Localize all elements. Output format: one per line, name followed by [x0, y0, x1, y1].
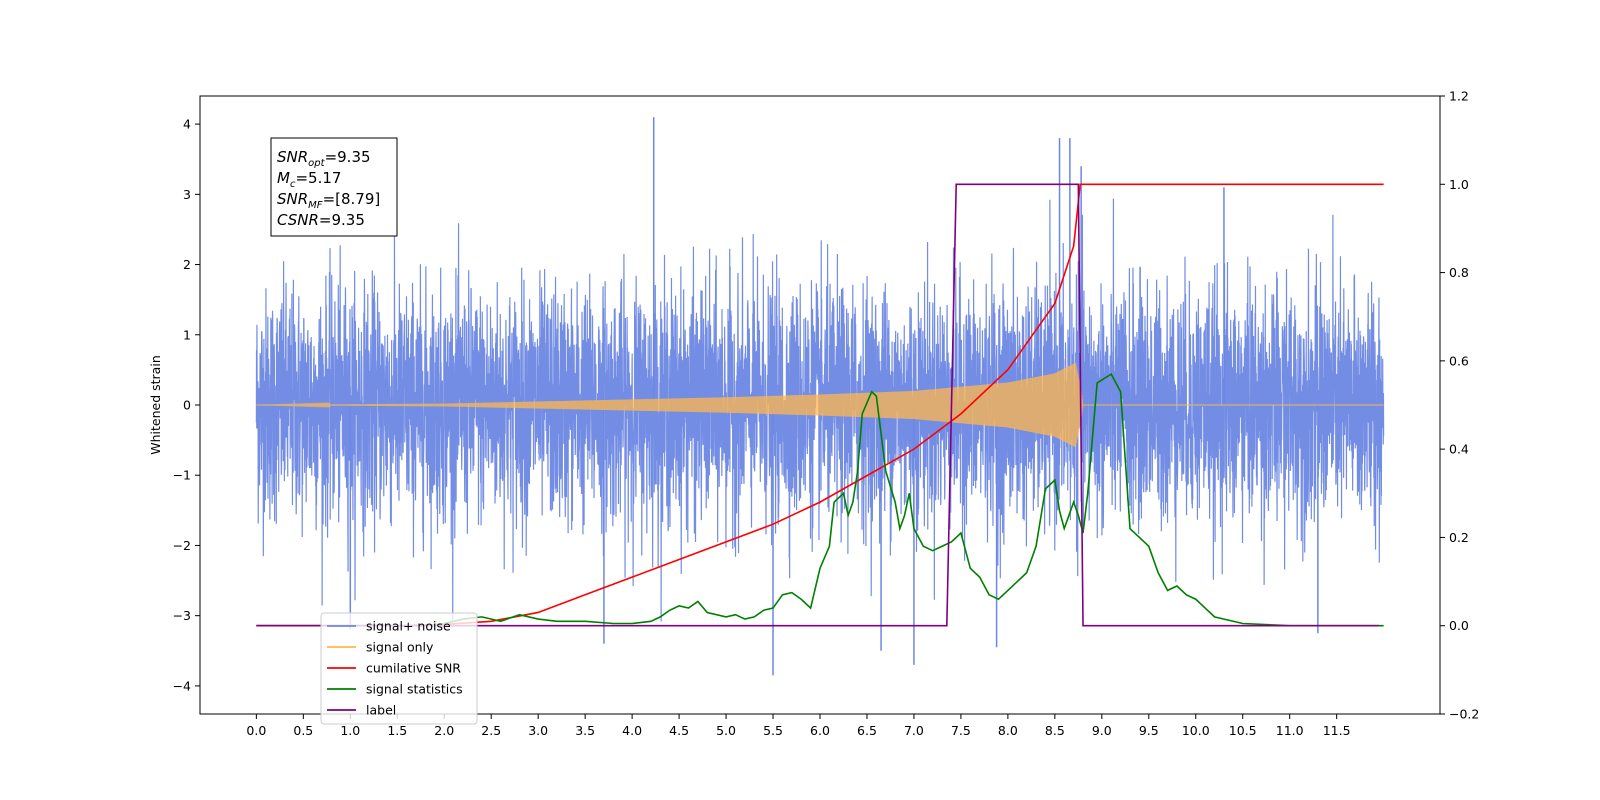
y2-tick-label: 0.2	[1449, 530, 1469, 545]
series-signal-statistics	[256, 372, 1384, 627]
y-tick-label: 0	[183, 398, 191, 413]
series-label	[256, 183, 1379, 627]
x-tick-label: 9.0	[1092, 723, 1112, 738]
y2-tick-label: 0.6	[1449, 353, 1469, 368]
y2-tick-label: −0.2	[1449, 707, 1479, 722]
x-tick-label: 3.5	[575, 723, 595, 738]
series-signal-plus-noise	[255, 117, 1385, 676]
plot-area	[255, 117, 1385, 676]
signal-noise-line	[255, 198, 1385, 623]
x-tick-label: 11.5	[1323, 723, 1351, 738]
info-box-frame	[270, 137, 398, 237]
x-tick-label: 7.5	[951, 723, 971, 738]
y-tick-label: 2	[183, 257, 191, 272]
legend: signal+ noise signal only cumilative SNR si…	[320, 612, 478, 725]
y2-tick-label: 1.0	[1449, 177, 1469, 192]
legend-label: signal+ noise	[366, 619, 451, 634]
x-tick-label: 9.5	[1139, 723, 1159, 738]
y-tick-label: −3	[173, 608, 191, 623]
legend-label: label	[366, 703, 396, 718]
x-tick-label: 0.5	[293, 723, 313, 738]
y-tick-label: −4	[173, 678, 191, 693]
legend-label: cumilative SNR	[366, 661, 461, 676]
y2-tick-label: 0.0	[1449, 618, 1469, 633]
x-tick-label: 4.5	[669, 723, 689, 738]
x-tick-label: 8.5	[1045, 723, 1065, 738]
x-tick-label: 6.0	[810, 723, 830, 738]
x-tick-label: 7.0	[904, 723, 924, 738]
x-tick-label: 8.0	[998, 723, 1018, 738]
y-tick-label: 4	[183, 117, 191, 132]
x-tick-label: 5.0	[716, 723, 736, 738]
signal-only-line	[256, 362, 1384, 448]
x-tick-label: 10.5	[1229, 723, 1257, 738]
cumilative-snr-line	[256, 183, 1384, 627]
y2-tick-label: 1.2	[1449, 89, 1469, 104]
legend-label: signal only	[366, 640, 434, 655]
x-tick-label: 2.5	[481, 723, 501, 738]
x-tick-label: 5.5	[763, 723, 783, 738]
signal-statistics-line	[256, 372, 1384, 627]
x-tick-label: 6.5	[857, 723, 877, 738]
x-tick-label: 4.0	[622, 723, 642, 738]
x-tick-label: 1.0	[340, 723, 360, 738]
y-tick-label: −1	[173, 468, 191, 483]
x-tick-label: 11.0	[1276, 723, 1304, 738]
y2-tick-label: 0.8	[1449, 265, 1469, 280]
legend-frame	[320, 612, 478, 725]
label-line	[256, 183, 1379, 627]
series-signal-only	[256, 362, 1384, 448]
info-box-line: Mc=5.17	[277, 169, 341, 190]
y-tick-label: 3	[183, 187, 191, 202]
x-tick-label: 2.0	[434, 723, 454, 738]
x-tick-label: 1.5	[387, 723, 407, 738]
x-axis-ticks: 0.0 0.5 1.0 1.5 2.0 2.5 3.0 3.5 4.0 4.5 5.0 5.5 6.0 6…	[246, 714, 1351, 738]
info-box-line: SNRopt=9.35	[277, 148, 371, 169]
x-tick-label: 10.0	[1182, 723, 1210, 738]
x-tick-label: 0.0	[246, 723, 266, 738]
y2-axis-ticks: 1.2 1.0 0.8 0.6 0.4 0.2 0.0 −0.2	[1440, 89, 1479, 722]
y-axis-label: Whitened strain	[148, 355, 163, 454]
info-box-line: SNRMF=[8.79]	[277, 190, 380, 211]
info-box-line: CSNR=9.35	[277, 211, 365, 229]
series-cumilative-snr	[256, 183, 1384, 627]
x-tick-label: 3.0	[528, 723, 548, 738]
y-axis-ticks: 4 3 2 1 0 −1 −2 −3 −4	[173, 117, 200, 693]
y-tick-label: −2	[173, 538, 191, 553]
legend-label: signal statistics	[366, 682, 463, 697]
y-tick-label: 1	[183, 327, 191, 342]
y2-tick-label: 0.4	[1449, 442, 1469, 457]
